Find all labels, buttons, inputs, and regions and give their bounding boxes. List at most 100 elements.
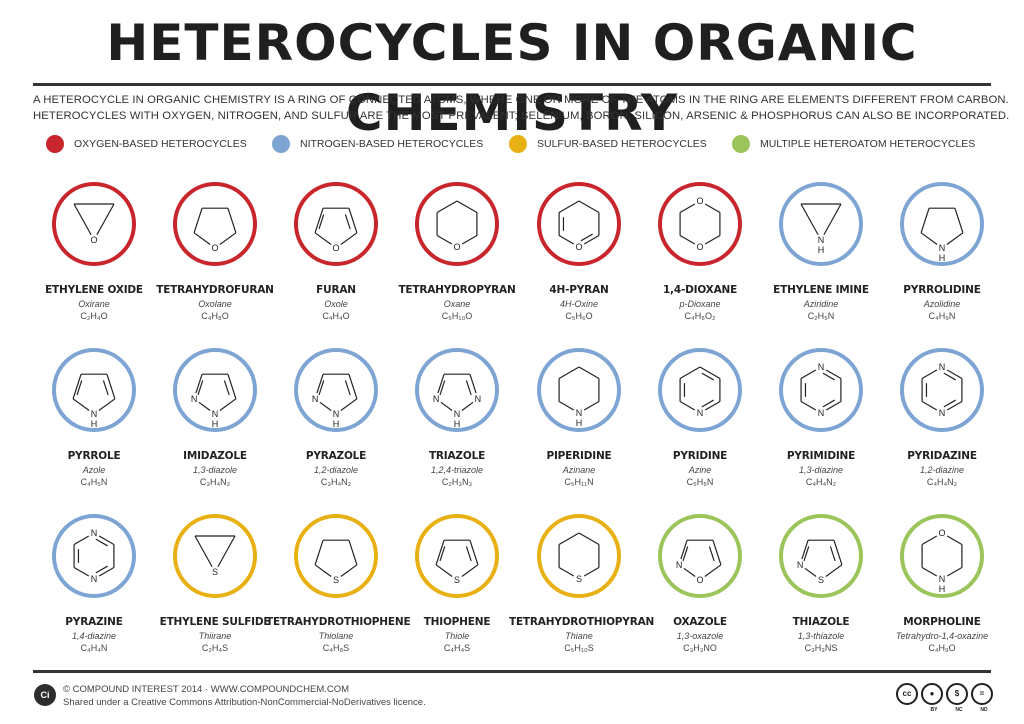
footer-line: © COMPOUND INTEREST 2014 · WWW.COMPOUNDC… xyxy=(63,684,350,695)
bond-line xyxy=(440,401,453,411)
bond-line xyxy=(704,203,721,214)
bond-line xyxy=(699,366,721,380)
bond-line xyxy=(946,566,963,577)
heteroatom-label: N xyxy=(91,409,98,419)
bond-line xyxy=(98,535,115,546)
bond-line xyxy=(825,369,842,380)
hydrogen-label: H xyxy=(212,419,219,428)
bond-line xyxy=(801,540,809,560)
bond-line xyxy=(227,208,237,233)
structure-diagram: O xyxy=(73,203,115,245)
bond-line xyxy=(679,400,696,411)
bond-line xyxy=(558,400,575,411)
heteroatom-label: N xyxy=(433,394,440,404)
intro-line: A HETEROCYCLE IN ORGANIC CHEMISTRY IS A … xyxy=(33,94,1009,106)
title-divider xyxy=(33,83,991,86)
bond-line xyxy=(106,374,116,399)
legend-multi: MULTIPLE HETEROATOM HETEROCYCLES xyxy=(732,135,975,153)
double-bond-line xyxy=(803,546,810,562)
double-bond-line xyxy=(344,214,351,230)
compound-name: OXAZOLE xyxy=(673,616,727,628)
compound-name: PYRAZOLE xyxy=(305,450,367,462)
bond-line xyxy=(193,208,203,233)
bond-line xyxy=(946,400,963,411)
compound-name: FURAN xyxy=(316,284,356,296)
structure-diagram: NN xyxy=(73,528,115,584)
compound-name: TETRAHYDROTHIOPHENE xyxy=(266,616,411,628)
heteroatom-label: O xyxy=(696,196,703,206)
molecular-formula: C₂H₃N₃ xyxy=(441,477,473,487)
double-bond-line xyxy=(580,233,593,242)
heteroatom-label: N xyxy=(939,243,946,253)
bond-line xyxy=(558,366,580,380)
heteroatom-label: N xyxy=(191,394,198,404)
creative-commons-badges: cc ● BY $ NC = ND xyxy=(896,683,996,713)
bond-line xyxy=(800,369,817,380)
molecular-formula: C₅H₁₀S xyxy=(564,643,594,653)
bond-line xyxy=(456,200,478,214)
intro-line: HETEROCYCLES WITH OXYGEN, NITROGEN, AND … xyxy=(33,110,1010,122)
structure-diagram: S xyxy=(558,532,600,584)
alternate-name: Thiolane xyxy=(318,631,354,641)
heteroatom-label: S xyxy=(818,575,824,585)
footer-licence: Shared under a Creative Commons Attribut… xyxy=(63,697,426,708)
molecular-formula: C₂H₄O xyxy=(80,311,108,321)
heteroatom-label: O xyxy=(575,242,582,252)
bond-line xyxy=(461,234,478,245)
bond-line xyxy=(437,374,445,394)
heteroatom-label: N xyxy=(818,235,825,245)
bond-line xyxy=(578,366,600,380)
bond-line xyxy=(435,564,453,577)
heteroatom-label: N xyxy=(697,408,704,418)
bond-line xyxy=(436,234,453,245)
cc-icon: cc xyxy=(896,683,918,705)
bond-line xyxy=(954,208,964,233)
equals-icon: = ND xyxy=(971,683,993,713)
double-bond-line xyxy=(701,372,714,381)
alternate-name: 1,2-diazine xyxy=(919,465,965,475)
double-bond-line xyxy=(943,372,956,381)
compound-name: PYRIDINE xyxy=(672,450,728,462)
heteroatom-label: N xyxy=(797,560,804,570)
alternate-name: 1,4-diazine xyxy=(71,631,117,641)
legend-dot-icon xyxy=(46,135,64,153)
bond-line xyxy=(319,401,332,411)
molecule-ring: N xyxy=(658,348,742,432)
alternate-name: Azole xyxy=(82,465,106,475)
molecular-formula: C₄H₈O₂ xyxy=(684,311,716,321)
structure-diagram: NHN xyxy=(312,373,358,428)
heteroatom-label: N xyxy=(91,528,98,538)
bond-line xyxy=(583,400,600,411)
bond-line xyxy=(583,566,600,577)
heteroatom-label: N xyxy=(475,394,482,404)
double-bond-line xyxy=(197,380,204,396)
structure-diagram: NN xyxy=(800,362,842,418)
compound-name: MORPHOLINE xyxy=(903,616,981,628)
bond-line xyxy=(461,564,479,577)
heteroatom-label: O xyxy=(453,242,460,252)
molecular-formula: C₅H₁₀O xyxy=(441,311,473,321)
badge-label: ND xyxy=(980,707,988,713)
compound-name: TETRAHYDROPYRAN xyxy=(398,284,516,296)
molecular-formula: C₄H₉N xyxy=(928,311,956,321)
double-bond-line xyxy=(465,546,472,562)
page-title: HETEROCYCLES IN ORGANIC CHEMISTRY xyxy=(106,14,918,142)
heteroatom-label: N xyxy=(312,394,319,404)
bond-line xyxy=(683,567,696,577)
heteroatom-label: S xyxy=(212,567,218,577)
heteroatom-label: N xyxy=(333,409,340,419)
hydrogen-label: H xyxy=(818,245,825,255)
hydrogen-label: H xyxy=(333,419,340,428)
bond-line xyxy=(823,203,842,236)
structure-diagram: NH xyxy=(920,207,964,262)
alternate-name: Azolidine xyxy=(923,299,961,309)
alternate-name: 1,3-thiazole xyxy=(797,631,845,641)
bond-line xyxy=(194,535,213,568)
alternate-name: Oxirane xyxy=(78,299,110,309)
bond-line xyxy=(704,234,721,245)
alternate-name: Azinane xyxy=(562,465,596,475)
bond-line xyxy=(348,374,358,399)
bond-line xyxy=(96,203,115,236)
